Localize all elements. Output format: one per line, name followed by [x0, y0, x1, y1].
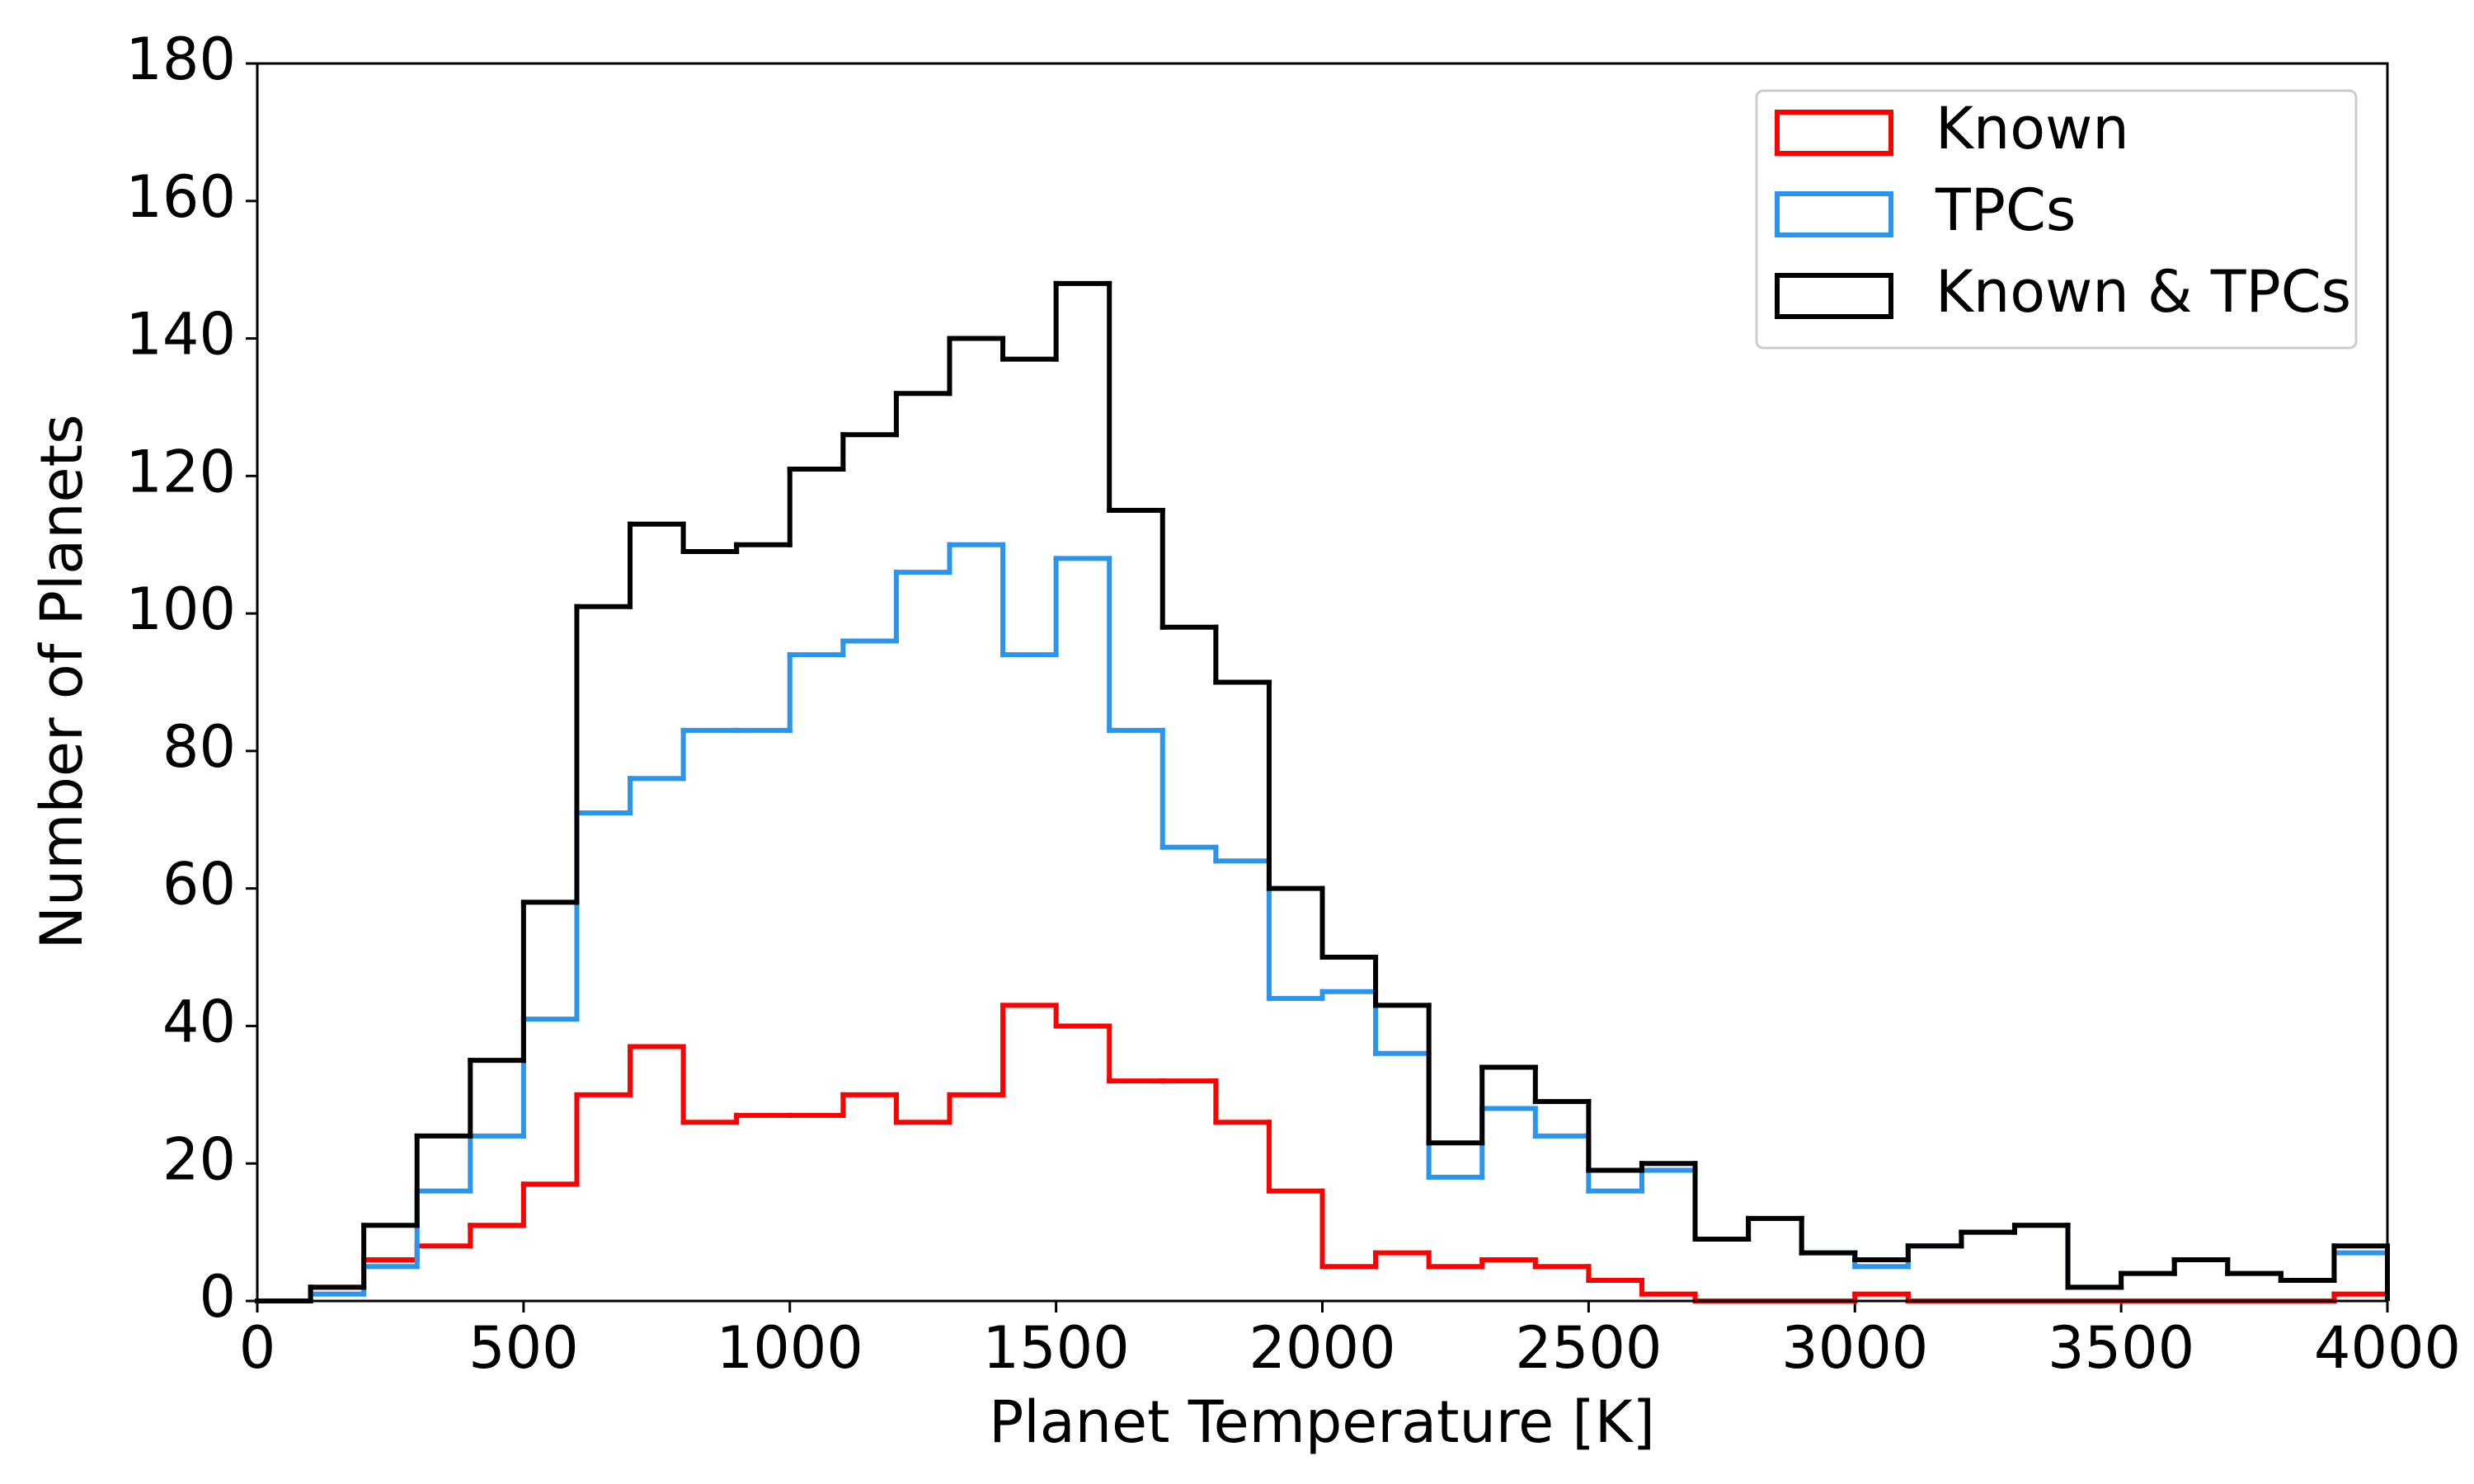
x-tick-label: 3500 — [2048, 1314, 2194, 1382]
x-tick-label: 0 — [239, 1314, 276, 1382]
x-tick-label: 3000 — [1781, 1314, 1928, 1382]
y-tick-label: 80 — [162, 713, 236, 781]
y-tick-label: 180 — [125, 26, 236, 93]
x-tick-label: 2000 — [1249, 1314, 1395, 1382]
y-tick-label: 140 — [125, 301, 236, 369]
plot-frame — [256, 62, 2389, 1303]
x-tick-label: 1000 — [717, 1314, 863, 1382]
legend-label: TPCs — [1935, 176, 2076, 244]
legend-swatch — [1775, 191, 1893, 237]
x-axis-label: Planet Temperature [K] — [989, 1388, 1655, 1456]
x-tick-label: 2500 — [1515, 1314, 1662, 1382]
y-axis-label: Number of Planets — [28, 414, 96, 949]
y-tick-label: 20 — [162, 1125, 236, 1193]
y-tick-label: 60 — [162, 851, 236, 918]
legend-swatch — [1775, 273, 1893, 319]
x-tick-label: 4000 — [2314, 1314, 2461, 1382]
legend-box — [1755, 89, 2358, 350]
y-tick-label: 160 — [125, 163, 236, 231]
x-tick-label: 1500 — [983, 1314, 1130, 1382]
legend-label: Known — [1935, 95, 2129, 162]
legend-swatch — [1775, 110, 1893, 156]
y-tick-label: 40 — [162, 988, 236, 1055]
y-tick-label: 100 — [125, 575, 236, 643]
y-tick-label: 0 — [199, 1263, 236, 1331]
y-tick-label: 120 — [125, 438, 236, 505]
x-tick-label: 500 — [468, 1314, 579, 1382]
legend-label: Known & TPCs — [1935, 258, 2351, 326]
